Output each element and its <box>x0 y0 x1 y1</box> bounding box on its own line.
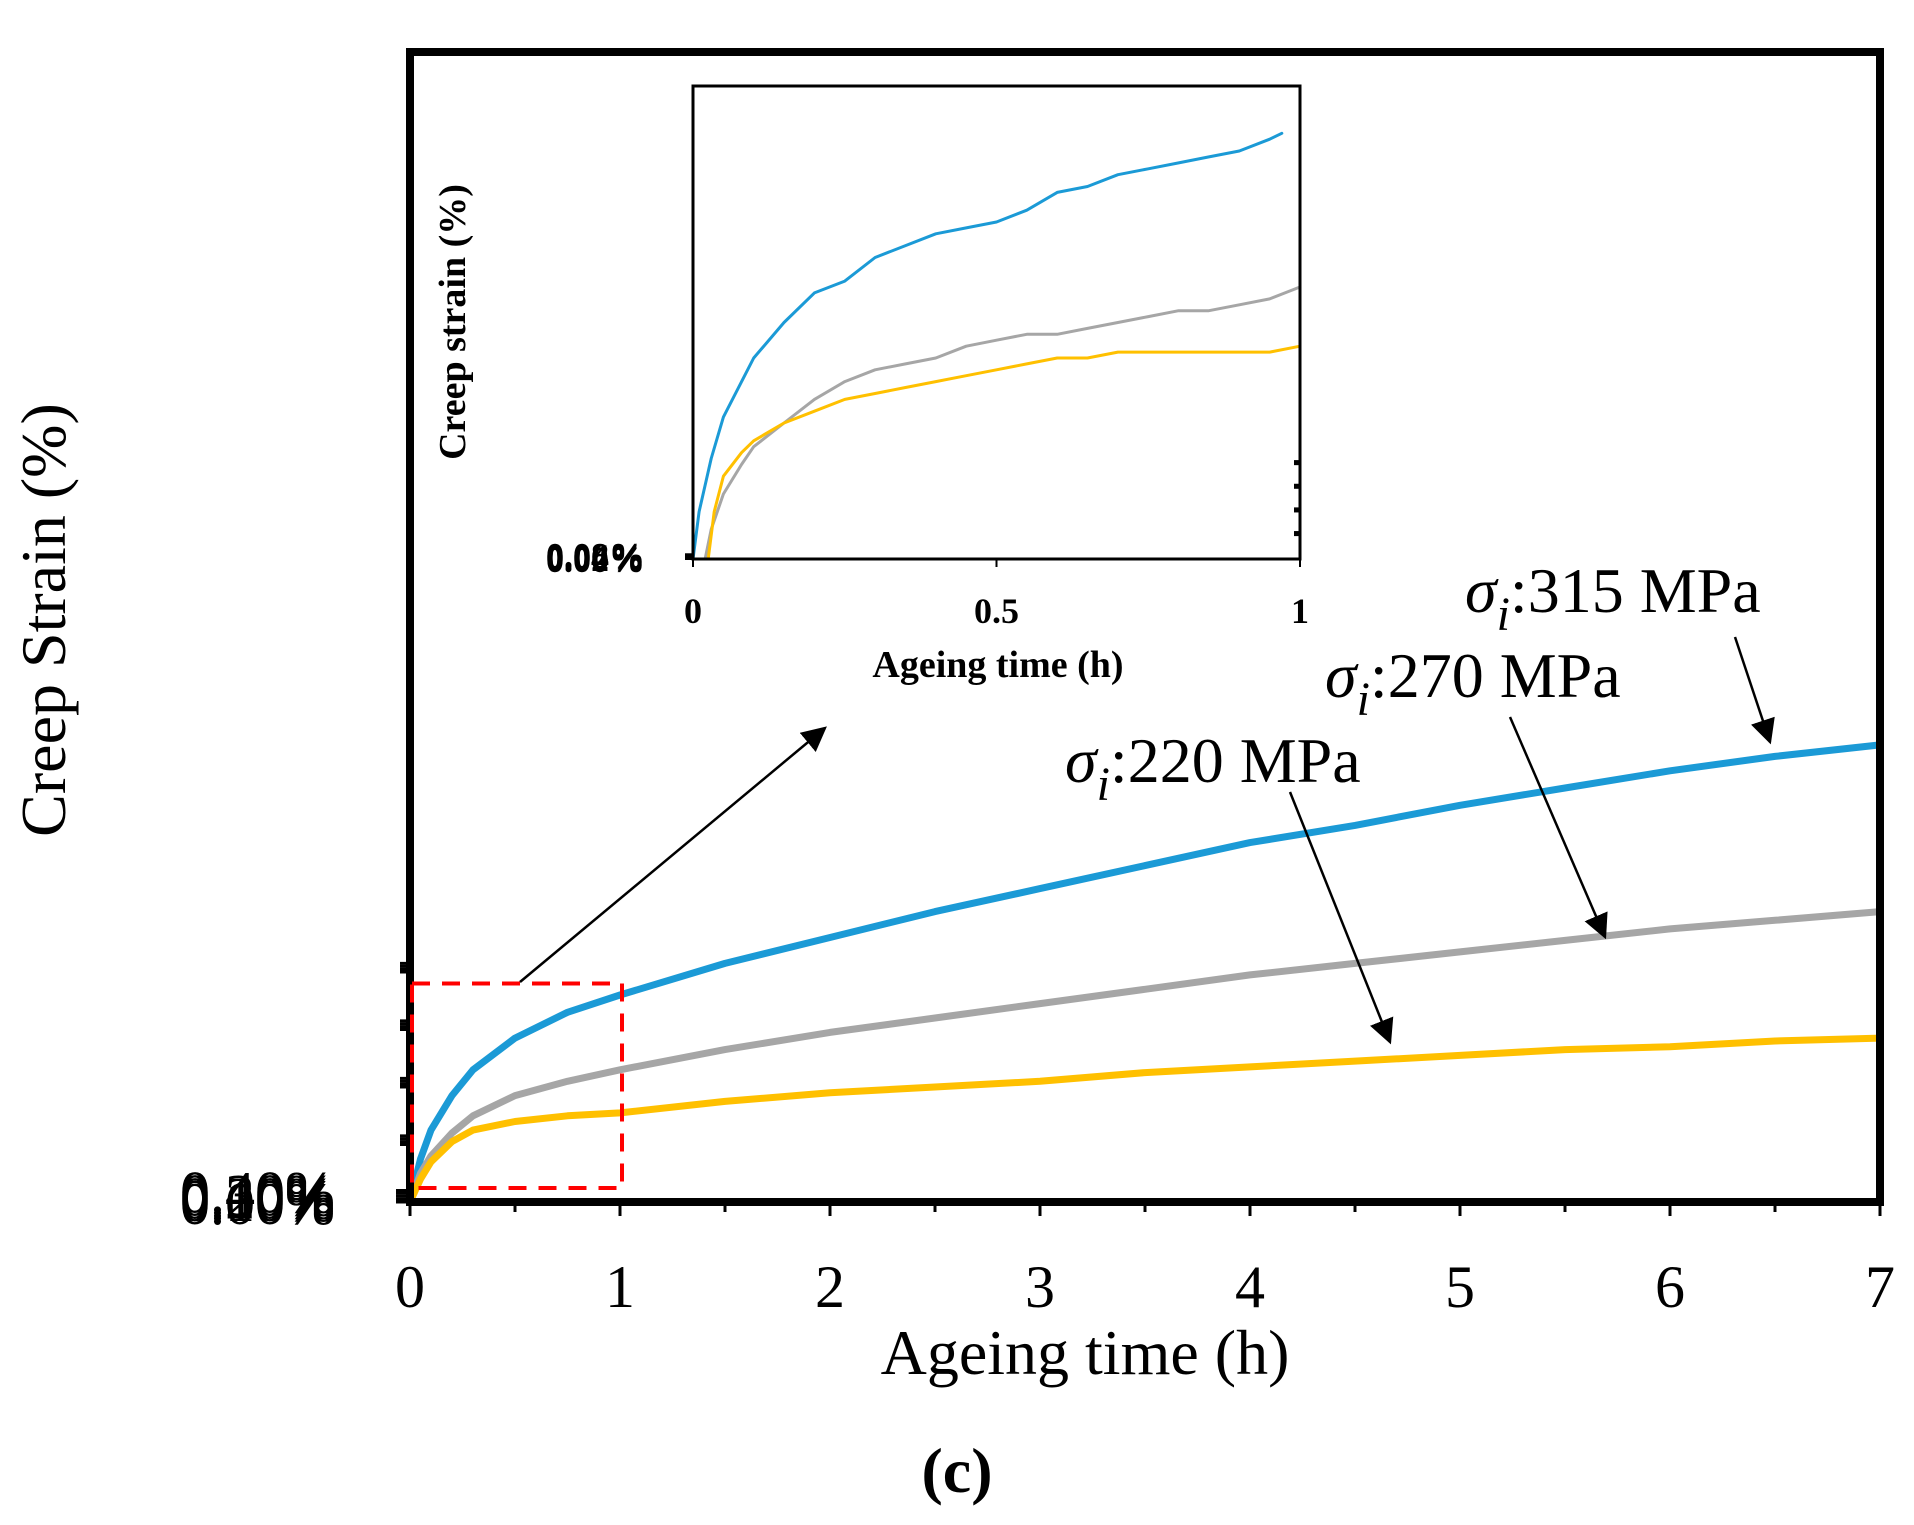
main-y-tick-label: 0.40% <box>180 1160 335 1226</box>
annotation-315-sub: i <box>1497 588 1510 641</box>
inset-series-line-2 <box>706 344 1302 561</box>
inset-x-axis-label: Ageing time (h) <box>872 644 1123 686</box>
inset-y-tick-label: 0.06% <box>546 536 645 576</box>
inset-background <box>693 86 1300 559</box>
annotation-270-text: :270 MPa <box>1370 640 1621 711</box>
annotation-220-sub: i <box>1097 758 1110 811</box>
annotation-270-sub: i <box>1357 673 1370 726</box>
main-series-line-1 <box>406 908 1884 1206</box>
main-x-tick-label: 5 <box>1445 1254 1475 1320</box>
main-series-group <box>406 741 1884 1206</box>
inset-series-group <box>691 131 1302 561</box>
inset-series-line-1 <box>703 285 1302 561</box>
main-y-tick-label: 0.00% <box>180 1171 335 1237</box>
main-x-ticks: 0 1 2 3 4 5 6 7 <box>395 1202 1895 1320</box>
zoom-box <box>410 981 624 1190</box>
annotation-arrow-315 <box>1733 636 1775 745</box>
inset-x-tick-label: 0.5 <box>974 591 1019 631</box>
inset-y-tick-label: 0.02% <box>546 539 645 579</box>
main-series-line-2 <box>406 1034 1884 1206</box>
main-x-axis-label: Ageing time (h) <box>881 1317 1290 1388</box>
main-x-tick-label: 3 <box>1025 1254 1055 1320</box>
annotation-arrow-270 <box>1508 716 1608 940</box>
annotation-220: σi:220 MPa <box>1065 725 1361 811</box>
annotation-270: σi:270 MPa <box>1325 640 1621 726</box>
main-y-axis-label: Creep Strain (%) <box>8 403 79 837</box>
inset-x-tick-label: 1 <box>1291 591 1309 631</box>
annotation-315: σi:315 MPa <box>1465 555 1761 641</box>
main-y-tick-label: 0.10% <box>180 1168 335 1234</box>
annotation-315-sigma: σ <box>1465 555 1499 626</box>
main-y-tick-label: 0.30% <box>180 1162 335 1228</box>
annotation-270-sigma: σ <box>1325 640 1359 711</box>
inset-series-line-0 <box>691 131 1284 561</box>
inset-y-tick-label: 0.04% <box>546 538 645 578</box>
main-x-tick-label: 0 <box>395 1254 425 1320</box>
inset-x-tick-label: 0 <box>684 591 702 631</box>
zoom-arrow <box>519 726 827 983</box>
annotation-315-text: :315 MPa <box>1510 555 1761 626</box>
annotation-220-sigma: σ <box>1065 725 1099 796</box>
main-y-ticks: 0.00%0.10%0.20%0.30%0.40% <box>180 961 410 1237</box>
panel-label: (c) <box>921 1435 992 1506</box>
inset-y-tick-label: 0.08% <box>546 535 645 575</box>
inset-y-axis-label: Creep strain (%) <box>432 184 474 460</box>
main-series-line-0 <box>406 741 1884 1206</box>
main-x-tick-label: 4 <box>1235 1254 1265 1320</box>
annotation-220-text: :220 MPa <box>1110 725 1361 796</box>
annotation-arrow-220 <box>1288 791 1394 1045</box>
main-x-tick-label: 2 <box>815 1254 845 1320</box>
inset-y-ticks: 0.00%0.02%0.04%0.06%0.08% <box>546 460 1300 580</box>
inset-y-tick-label: 0.00% <box>546 540 645 580</box>
main-x-tick-label: 1 <box>605 1254 635 1320</box>
main-x-tick-label: 7 <box>1865 1254 1895 1320</box>
inset-x-ticks: 0 0.5 1 <box>684 559 1309 631</box>
inset-plot: 0 0.5 1 0.00%0.02%0.04%0.06%0.08% <box>546 84 1309 631</box>
main-y-tick-label: 0.20% <box>180 1165 335 1231</box>
main-x-tick-label: 6 <box>1655 1254 1685 1320</box>
